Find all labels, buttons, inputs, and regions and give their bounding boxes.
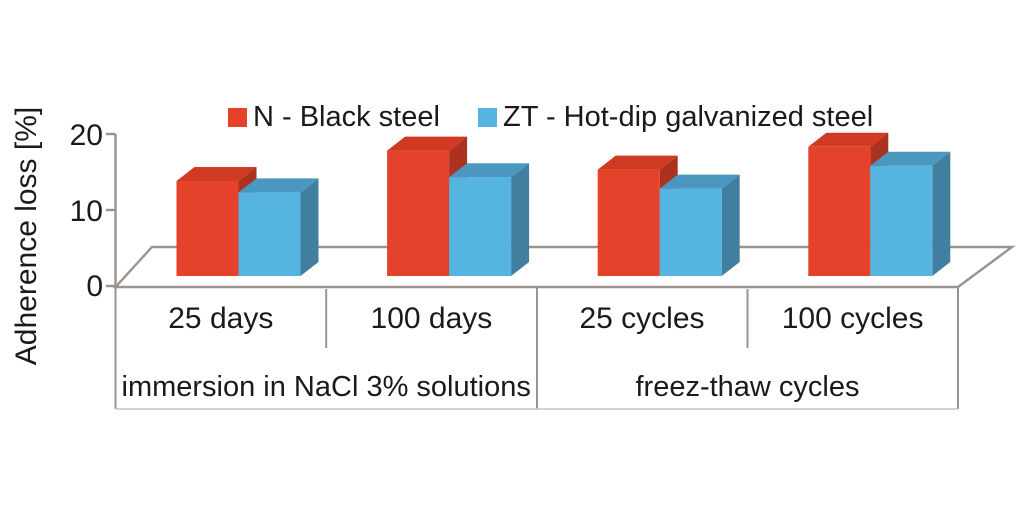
bar-top-face <box>176 167 257 181</box>
chart-floor <box>112 245 1016 289</box>
bar-top-face <box>659 174 740 189</box>
group-label-freeze-thaw: freez-thaw cycles <box>635 371 859 403</box>
legend-swatch-n <box>228 108 247 127</box>
bar-top-face <box>387 136 468 151</box>
bar-front-face <box>176 181 239 276</box>
bar-zt-100-cycles <box>870 151 951 276</box>
bar-side-face <box>721 174 740 276</box>
bar-top-face <box>870 151 951 166</box>
bar-side-face <box>932 151 951 276</box>
bar-side-face <box>300 178 319 276</box>
category-label-25-days: 25 days <box>168 302 273 335</box>
bar-top-face <box>238 178 319 193</box>
legend: N - Black steel ZT - Hot-dip galvanized … <box>228 101 873 133</box>
legend-label-zt: ZT - Hot-dip galvanized steel <box>503 101 873 133</box>
bar-front-face <box>808 146 871 276</box>
bar-front-face <box>597 169 660 276</box>
category-axis-table: 25 days 100 days 25 cycles 100 cycles im… <box>114 287 959 410</box>
bar-zt-25-cycles <box>659 174 740 276</box>
bar-side-face <box>511 163 530 276</box>
legend-label-n: N - Black steel <box>253 101 440 133</box>
legend-swatch-zt <box>478 108 497 127</box>
bar-front-face <box>387 150 450 276</box>
bar-top-face <box>597 155 678 170</box>
y-axis-title: Adherence loss [%] <box>10 107 43 365</box>
bar-front-face <box>870 165 933 276</box>
bar-front-face <box>659 188 722 276</box>
category-label-100-days: 100 days <box>371 302 493 335</box>
bars-layer <box>176 132 951 276</box>
category-label-100-cycles: 100 cycles <box>782 302 924 335</box>
group-label-immersion: immersion in NaCl 3% solutions <box>122 371 531 403</box>
category-label-25-cycles: 25 cycles <box>579 302 704 335</box>
y-tick-label-0: 0 <box>86 270 103 303</box>
y-tick-label-10: 10 <box>70 195 103 228</box>
bar-top-face <box>808 132 889 147</box>
y-axis: 20 10 0 <box>70 119 117 303</box>
bar-front-face <box>238 192 301 276</box>
bar-top-face <box>449 163 530 178</box>
bar-zt-100-days <box>449 163 530 276</box>
y-tick-label-20: 20 <box>70 119 103 152</box>
bar-front-face <box>449 177 512 276</box>
bar-zt-25-days <box>238 178 319 276</box>
